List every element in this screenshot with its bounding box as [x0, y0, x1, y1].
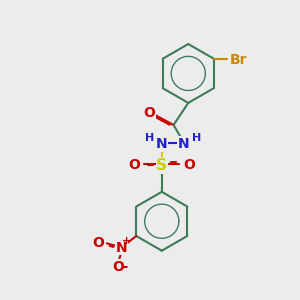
Text: N: N — [116, 241, 127, 255]
Text: H: H — [145, 133, 154, 143]
Text: O: O — [92, 236, 104, 250]
Text: -: - — [121, 260, 128, 274]
Text: S: S — [156, 158, 167, 173]
Text: O: O — [143, 106, 155, 120]
Text: O: O — [113, 260, 124, 274]
Text: N: N — [156, 137, 168, 151]
Text: H: H — [192, 133, 201, 143]
Text: Br: Br — [230, 53, 247, 67]
Text: O: O — [183, 158, 195, 172]
Text: N: N — [178, 137, 190, 151]
Text: +: + — [122, 236, 131, 246]
Text: O: O — [128, 158, 140, 172]
